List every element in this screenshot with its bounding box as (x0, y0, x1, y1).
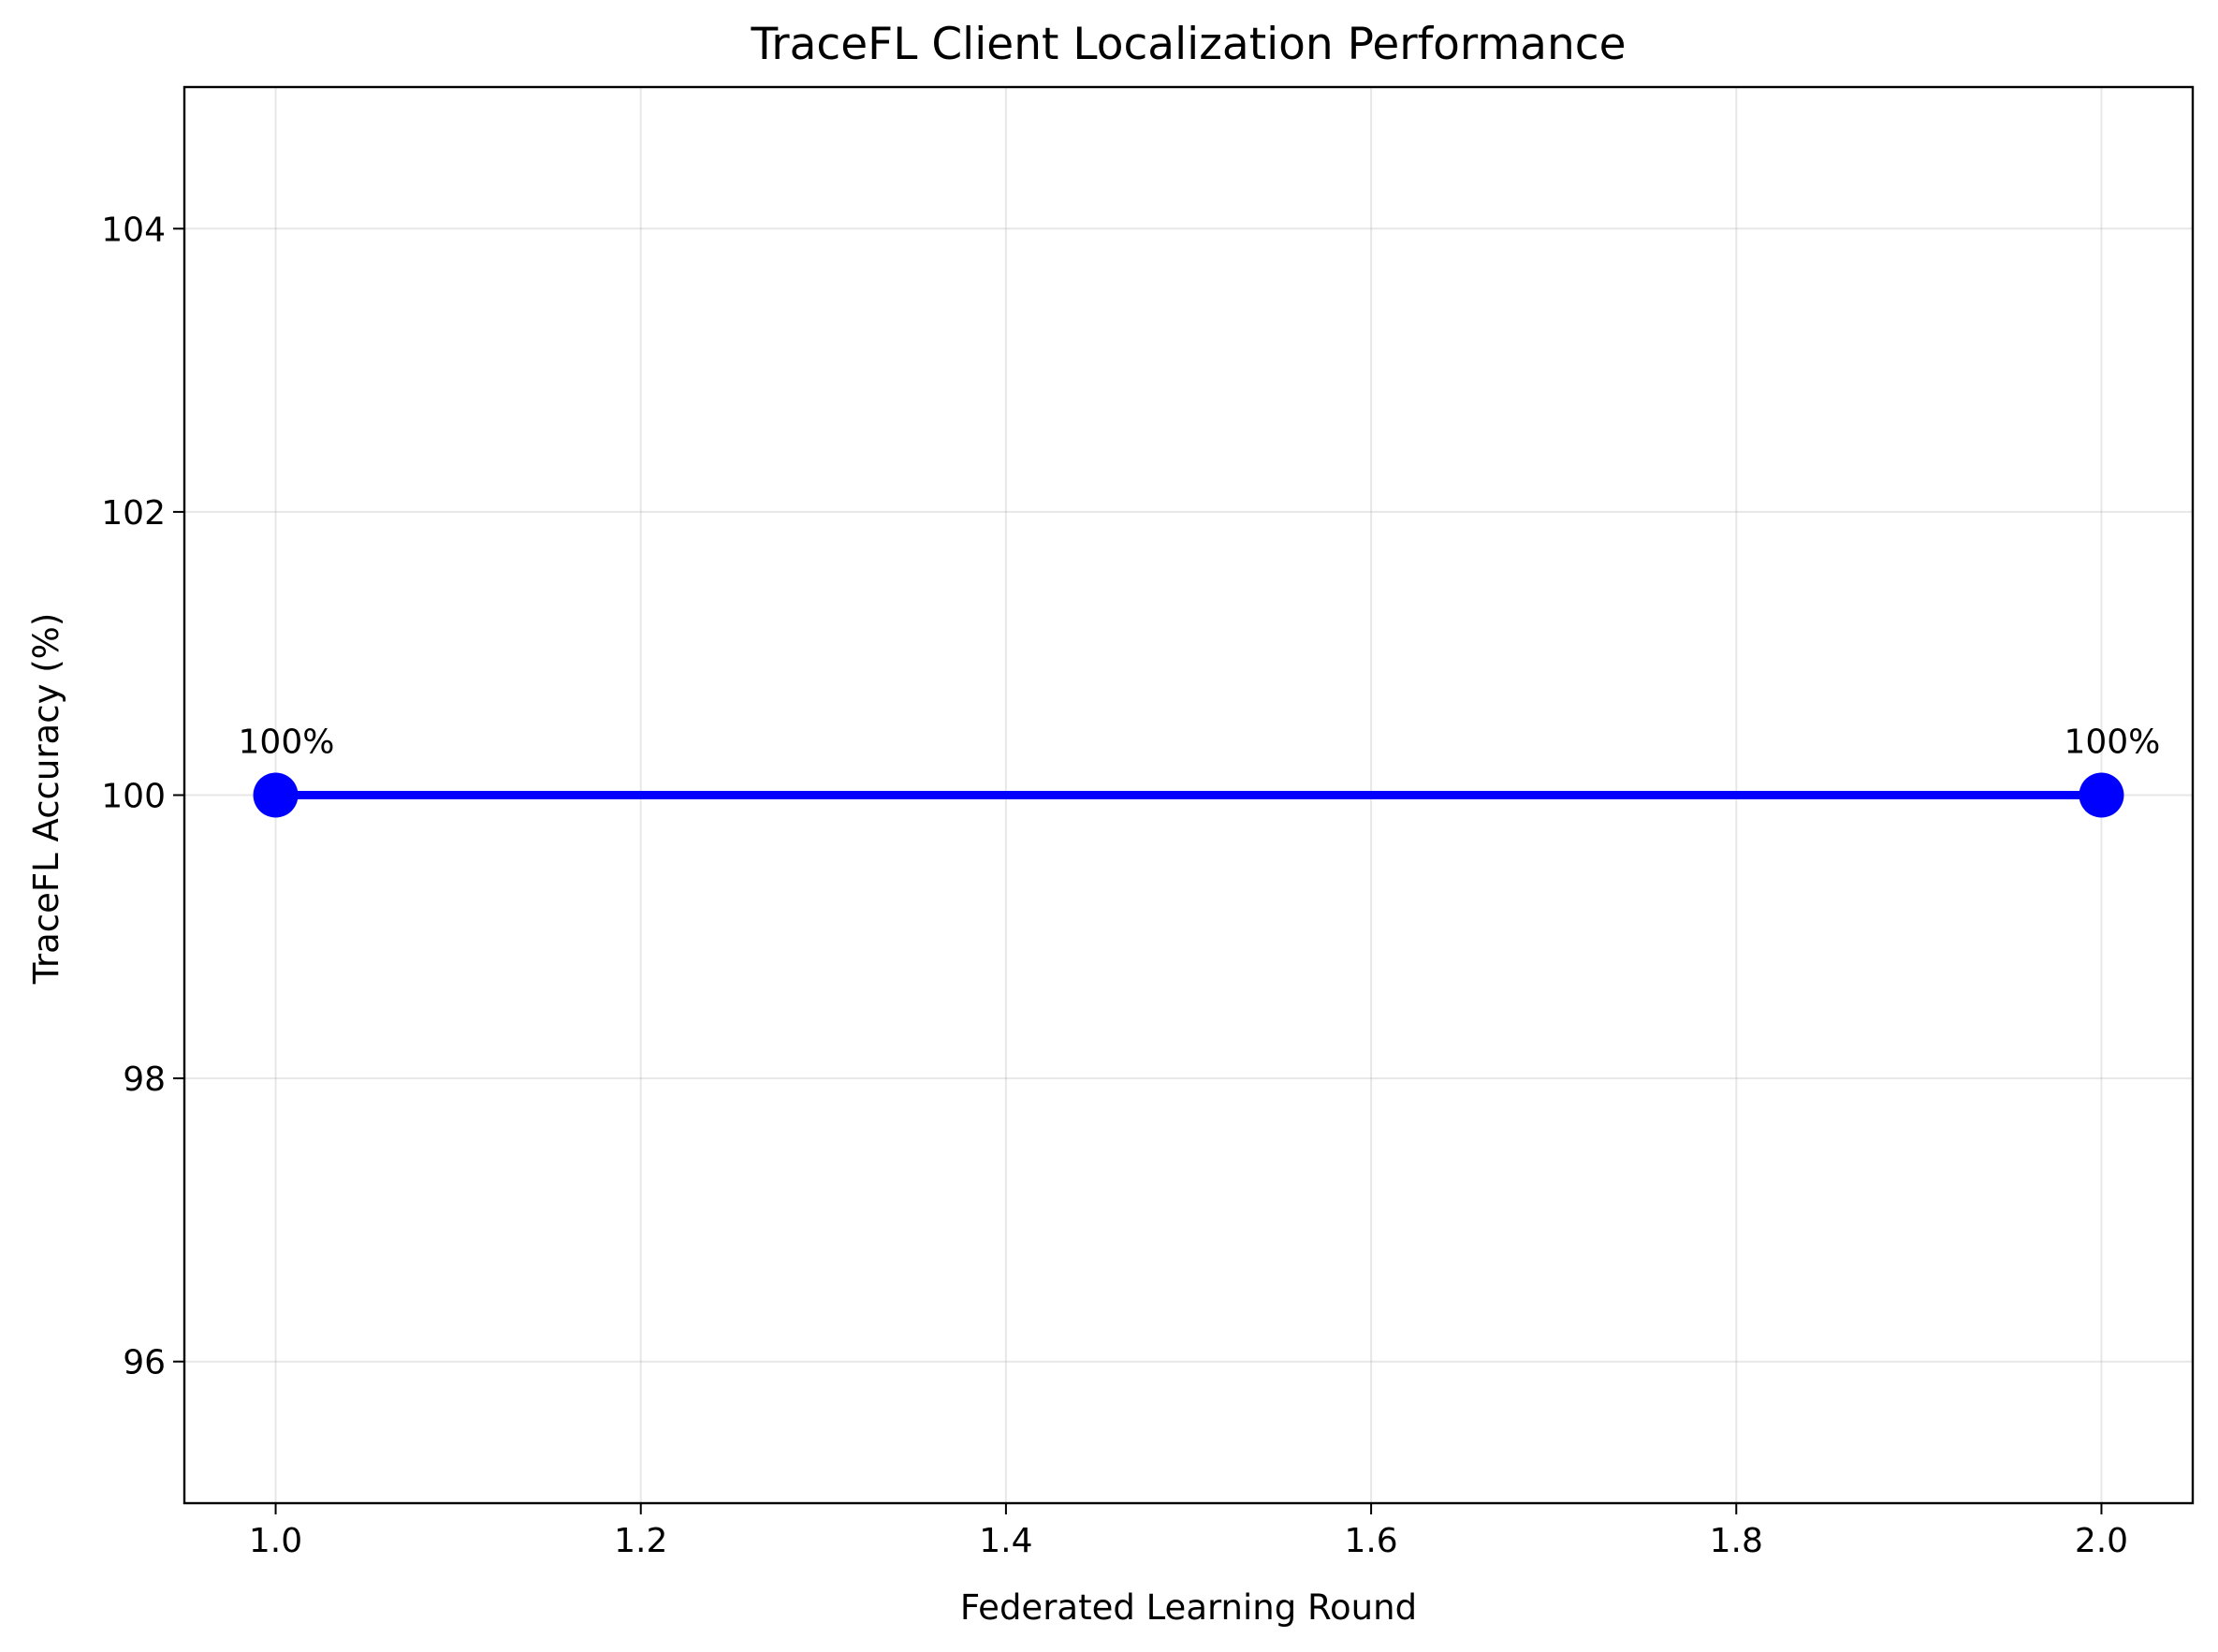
x-tick-label: 1.4 (979, 1522, 1032, 1560)
data-label: 100% (239, 724, 335, 762)
y-tick-label: 100 (101, 778, 166, 816)
chart-title: TraceFL Client Localization Performance (751, 19, 1627, 70)
y-axis-label: TraceFL Accuracy (%) (26, 613, 66, 986)
data-point (2079, 772, 2124, 818)
data-label: 100% (2064, 724, 2160, 762)
x-tick-label: 1.2 (614, 1522, 667, 1560)
y-tick-label: 98 (123, 1060, 166, 1099)
y-tick-label: 104 (101, 211, 166, 249)
x-tick-label: 1.6 (1344, 1522, 1397, 1560)
data-point (253, 772, 299, 818)
x-axis-label: Federated Learning Round (960, 1587, 1417, 1628)
series-layer (253, 772, 2124, 818)
y-tick-label: 102 (101, 494, 166, 533)
x-tick-label: 1.8 (1710, 1522, 1763, 1560)
y-tick-label: 96 (123, 1344, 166, 1382)
axis-ticks: 1.0 1.2 1.4 1.6 1.8 2.0 96 98 100 102 104 (101, 211, 2128, 1560)
x-tick-label: 1.0 (249, 1522, 302, 1560)
data-labels: 100% 100% (239, 724, 2161, 762)
x-tick-label: 2.0 (2075, 1522, 2128, 1560)
